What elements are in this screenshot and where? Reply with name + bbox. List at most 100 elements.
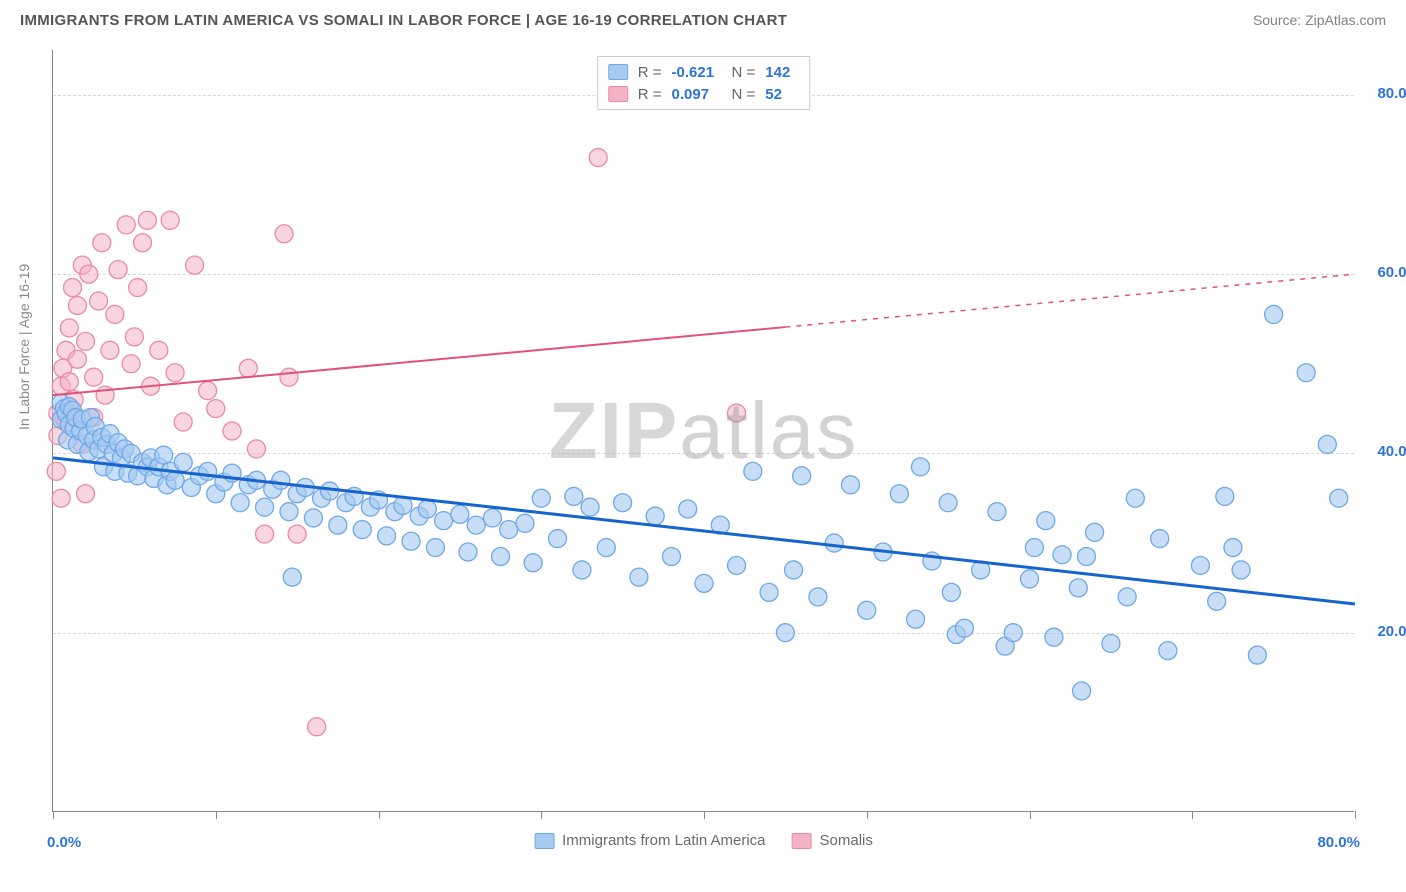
scatter-point-latin-america (679, 500, 697, 518)
xtick-label-max: 80.0% (1317, 834, 1360, 851)
scatter-point-latin-america (573, 561, 591, 579)
scatter-point-somali (47, 462, 65, 480)
ytick-label: 20.0% (1360, 623, 1406, 640)
ytick-label: 80.0% (1360, 85, 1406, 102)
scatter-point-latin-america (174, 453, 192, 471)
scatter-point-somali (256, 525, 274, 543)
scatter-point-latin-america (942, 583, 960, 601)
scatter-point-somali (150, 341, 168, 359)
scatter-point-somali (186, 256, 204, 274)
scatter-point-somali (134, 234, 152, 252)
swatch-series0 (608, 64, 628, 80)
scatter-point-latin-america (1318, 435, 1336, 453)
scatter-point-latin-america (435, 512, 453, 530)
scatter-point-latin-america (1248, 646, 1266, 664)
scatter-point-latin-america (549, 530, 567, 548)
scatter-point-somali (129, 279, 147, 297)
chart-plot-area: ZIPatlas 20.0%40.0%60.0%80.0% R = -0.621… (52, 50, 1354, 812)
r-value-0: -0.621 (672, 64, 722, 81)
scatter-point-latin-america (1021, 570, 1039, 588)
scatter-point-latin-america (1216, 487, 1234, 505)
n-label-0: N = (732, 64, 756, 81)
scatter-point-somali (223, 422, 241, 440)
scatter-point-latin-america (532, 489, 550, 507)
scatter-point-somali (93, 234, 111, 252)
scatter-point-somali (60, 373, 78, 391)
n-value-1: 52 (765, 86, 799, 103)
scatter-point-latin-america (524, 554, 542, 572)
scatter-point-latin-america (1053, 546, 1071, 564)
scatter-point-latin-america (695, 574, 713, 592)
scatter-point-somali (64, 279, 82, 297)
n-label-1: N = (732, 86, 756, 103)
n-value-0: 142 (765, 64, 799, 81)
chart-title: IMMIGRANTS FROM LATIN AMERICA VS SOMALI … (20, 12, 787, 29)
xtick-mark (216, 811, 217, 819)
scatter-point-latin-america (199, 462, 217, 480)
scatter-point-latin-america (1297, 364, 1315, 382)
chart-source: Source: ZipAtlas.com (1253, 12, 1386, 28)
ytick-label: 60.0% (1360, 264, 1406, 281)
legend-item: Somalis (792, 832, 873, 849)
scatter-point-latin-america (500, 521, 518, 539)
scatter-point-latin-america (426, 539, 444, 557)
scatter-point-somali (77, 332, 95, 350)
scatter-point-somali (161, 211, 179, 229)
r-label-1: R = (638, 86, 662, 103)
scatter-point-latin-america (744, 462, 762, 480)
scatter-point-latin-america (1069, 579, 1087, 597)
scatter-point-latin-america (459, 543, 477, 561)
scatter-point-latin-america (353, 521, 371, 539)
scatter-point-somali (68, 296, 86, 314)
scatter-point-latin-america (776, 624, 794, 642)
scatter-point-latin-america (1037, 512, 1055, 530)
scatter-point-somali (199, 382, 217, 400)
scatter-point-latin-america (283, 568, 301, 586)
scatter-point-somali (280, 368, 298, 386)
scatter-point-latin-america (280, 503, 298, 521)
scatter-point-latin-america (402, 532, 420, 550)
scatter-point-latin-america (451, 505, 469, 523)
scatter-point-latin-america (483, 509, 501, 527)
scatter-point-somali (247, 440, 265, 458)
xtick-mark (1030, 811, 1031, 819)
scatter-point-somali (90, 292, 108, 310)
xtick-mark (1355, 811, 1356, 819)
scatter-point-somali (239, 359, 257, 377)
scatter-point-latin-america (630, 568, 648, 586)
scatter-point-somali (728, 404, 746, 422)
legend-correlation: R = -0.621 N = 142 R = 0.097 N = 52 (597, 56, 811, 110)
scatter-point-latin-america (581, 498, 599, 516)
scatter-point-somali (109, 261, 127, 279)
scatter-point-latin-america (988, 503, 1006, 521)
scatter-point-latin-america (597, 539, 615, 557)
xtick-label-min: 0.0% (47, 834, 81, 851)
legend-swatch (534, 833, 554, 849)
scatter-point-somali (207, 400, 225, 418)
scatter-point-latin-america (841, 476, 859, 494)
scatter-point-latin-america (1159, 642, 1177, 660)
scatter-point-latin-america (418, 500, 436, 518)
scatter-svg (53, 50, 1354, 811)
scatter-point-somali (117, 216, 135, 234)
scatter-point-latin-america (166, 471, 184, 489)
scatter-point-somali (166, 364, 184, 382)
legend-row-series0: R = -0.621 N = 142 (608, 61, 800, 83)
xtick-mark (867, 811, 868, 819)
legend-row-series1: R = 0.097 N = 52 (608, 83, 800, 105)
legend-series: Immigrants from Latin AmericaSomalis (534, 832, 873, 849)
scatter-point-latin-america (939, 494, 957, 512)
scatter-point-latin-america (1151, 530, 1169, 548)
scatter-point-somali (80, 265, 98, 283)
scatter-point-latin-america (890, 485, 908, 503)
r-label-0: R = (638, 64, 662, 81)
scatter-point-latin-america (1232, 561, 1250, 579)
scatter-point-somali (138, 211, 156, 229)
r-value-1: 0.097 (672, 86, 722, 103)
scatter-point-somali (308, 718, 326, 736)
scatter-point-latin-america (565, 487, 583, 505)
scatter-point-latin-america (825, 534, 843, 552)
xtick-mark (379, 811, 380, 819)
scatter-point-latin-america (809, 588, 827, 606)
regression-line-solid (53, 327, 785, 395)
